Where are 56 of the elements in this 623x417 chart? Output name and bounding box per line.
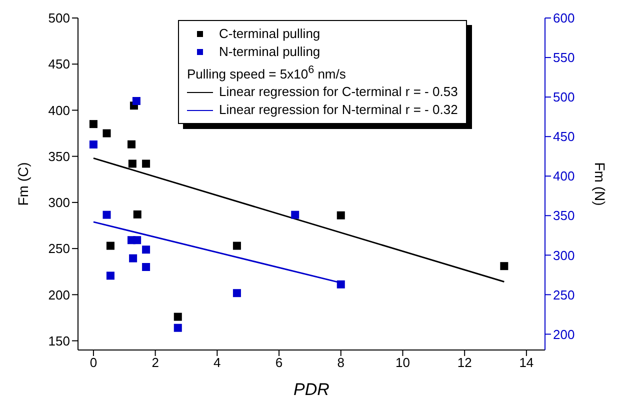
legend-label: C-terminal pulling xyxy=(219,25,320,43)
y2-tick-label: 600 xyxy=(553,10,575,26)
point xyxy=(133,236,142,244)
x-tick-label: 4 xyxy=(214,355,221,370)
point xyxy=(232,242,241,250)
x-tick-label: 10 xyxy=(396,355,410,370)
y-tick-label: 450 xyxy=(48,56,70,72)
point xyxy=(174,312,182,321)
y-tick-label: 200 xyxy=(48,287,70,302)
y2-tick-label: 200 xyxy=(553,326,575,342)
y2-tick-label: 450 xyxy=(553,129,575,144)
point xyxy=(102,210,111,219)
x-tick-label: 8 xyxy=(337,355,344,370)
y-tick-label: 250 xyxy=(48,241,70,256)
y-tick-label: 350 xyxy=(48,148,70,164)
y2-tick-label: 350 xyxy=(553,208,575,224)
point xyxy=(500,262,508,270)
y-tick-label: 500 xyxy=(48,10,70,26)
point xyxy=(232,289,241,298)
point xyxy=(142,160,150,168)
point xyxy=(336,280,345,288)
x-axis-title: PDR xyxy=(294,380,330,399)
point xyxy=(129,254,138,262)
y2-tick-label: 300 xyxy=(553,248,575,263)
y2-tick-label: 500 xyxy=(553,90,575,105)
point xyxy=(142,246,150,254)
point xyxy=(142,263,150,271)
point xyxy=(132,97,140,105)
point xyxy=(174,324,182,332)
x-tick-label: 6 xyxy=(275,355,283,370)
point xyxy=(89,120,98,128)
annotation: Pulling speed = 5x10$^{6}$ nm/s xyxy=(187,63,347,84)
legend-label: N-terminal pulling xyxy=(219,43,320,61)
y-tick-label: 300 xyxy=(48,195,70,210)
x-tick-label: 12 xyxy=(457,355,472,370)
y-axis-title: Fm (C) xyxy=(14,162,31,206)
y-tick-label: 400 xyxy=(48,102,70,118)
point xyxy=(133,210,142,218)
point xyxy=(291,210,300,219)
y-tick-label: 150 xyxy=(48,333,70,348)
point xyxy=(128,140,136,148)
x-tick-label: 2 xyxy=(152,355,159,370)
x-tick-label: 0 xyxy=(90,355,98,370)
point xyxy=(128,160,136,168)
x-tick-label: 14 xyxy=(519,355,534,370)
y2-axis-title: Fm (N) xyxy=(592,162,608,206)
point xyxy=(102,129,111,138)
y2-tick-label: 550 xyxy=(553,50,575,66)
point xyxy=(89,140,98,148)
legend-label: Linear regression for C-terminal r = - 0.53 xyxy=(219,83,458,102)
legend-label: Linear regression for N-terminal r = - 0.32 xyxy=(219,101,458,120)
y2-tick-label: 250 xyxy=(553,287,575,302)
point xyxy=(336,211,345,220)
point xyxy=(106,242,114,250)
y2-tick-label: 400 xyxy=(553,168,575,184)
point xyxy=(106,272,114,280)
